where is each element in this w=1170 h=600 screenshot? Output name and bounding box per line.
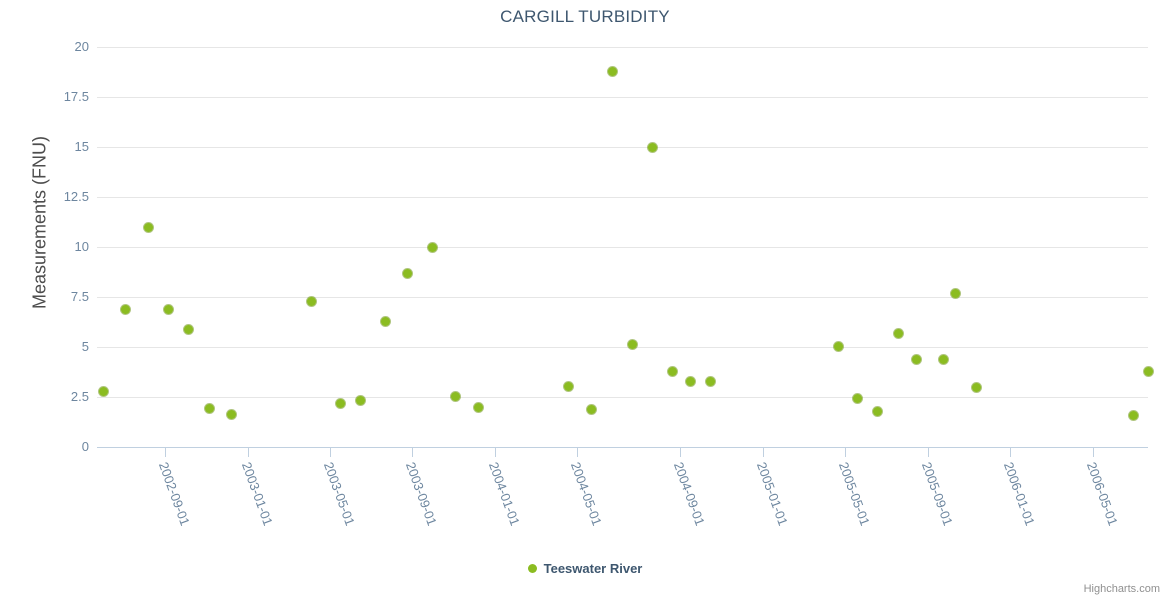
x-axis-tick-label: 2002-09-01	[155, 460, 193, 528]
y-axis-tick-label: 7.5	[70, 289, 89, 304]
data-point[interactable]	[893, 328, 903, 338]
y-axis-tick-label: 10	[74, 239, 89, 254]
data-point[interactable]	[607, 66, 617, 76]
data-point[interactable]	[226, 409, 236, 419]
data-point[interactable]	[427, 242, 437, 252]
legend-item-label: Teeswater River	[543, 561, 643, 576]
data-point[interactable]	[204, 403, 214, 413]
gridline	[97, 347, 1148, 348]
data-point[interactable]	[143, 222, 153, 232]
x-axis-tick-label: 2004-01-01	[485, 460, 523, 528]
x-axis-tick-mark	[165, 447, 166, 457]
data-point[interactable]	[872, 406, 882, 416]
data-point[interactable]	[355, 395, 365, 405]
data-point[interactable]	[1143, 366, 1153, 376]
data-point[interactable]	[1128, 410, 1138, 420]
y-axis-tick-label: 15	[74, 139, 89, 154]
gridline	[97, 397, 1148, 398]
gridline	[97, 297, 1148, 298]
gridline	[97, 247, 1148, 248]
data-point[interactable]	[627, 339, 637, 349]
data-point[interactable]	[938, 354, 948, 364]
y-axis-tick-label: 0	[81, 439, 89, 454]
x-axis-tick-mark	[680, 447, 681, 457]
data-point[interactable]	[380, 316, 390, 326]
data-point[interactable]	[911, 354, 921, 364]
y-axis-tick-label: 12.5	[63, 189, 89, 204]
x-axis-line	[97, 447, 1148, 448]
data-point[interactable]	[667, 366, 677, 376]
data-point[interactable]	[647, 142, 657, 152]
data-point[interactable]	[335, 398, 345, 408]
x-axis-tick-label: 2005-01-01	[753, 460, 791, 528]
x-axis-tick-label: 2005-05-01	[835, 460, 873, 528]
data-point[interactable]	[183, 324, 193, 334]
x-axis-tick-mark	[928, 447, 929, 457]
legend: Teeswater River	[0, 561, 1170, 576]
x-axis-tick-mark	[845, 447, 846, 457]
x-axis-tick-label: 2005-09-01	[918, 460, 956, 528]
x-axis-tick-label: 2003-01-01	[238, 460, 276, 528]
data-point[interactable]	[402, 268, 412, 278]
data-point[interactable]	[950, 288, 960, 298]
x-axis-tick-mark	[412, 447, 413, 457]
data-point[interactable]	[685, 376, 695, 386]
legend-marker-icon	[527, 564, 537, 573]
x-axis-tick-label: 2006-01-01	[1000, 460, 1038, 528]
gridline	[97, 147, 1148, 148]
data-point[interactable]	[163, 304, 173, 314]
y-axis-tick-label: 20	[74, 39, 89, 54]
gridline	[97, 47, 1148, 48]
plot-area	[97, 47, 1153, 448]
y-axis-title: Measurements (FNU)	[29, 135, 50, 310]
x-axis-tick-label: 2003-05-01	[320, 460, 358, 528]
data-point[interactable]	[306, 296, 316, 306]
x-axis-tick-mark	[1010, 447, 1011, 457]
chart-title: CARGILL TURBIDITY	[500, 7, 670, 26]
gridline	[97, 197, 1148, 198]
x-axis-tick-mark	[495, 447, 496, 457]
x-axis-tick-label: 2003-09-01	[402, 460, 440, 528]
x-axis-tick-mark	[248, 447, 249, 457]
gridline	[97, 97, 1148, 98]
x-axis-tick-mark	[577, 447, 578, 457]
data-point[interactable]	[473, 402, 483, 412]
legend-item-teeswater-river[interactable]: Teeswater River	[527, 561, 643, 576]
credits-link[interactable]: Highcharts.com	[1083, 583, 1160, 595]
data-point[interactable]	[971, 382, 981, 392]
data-point[interactable]	[586, 404, 596, 414]
data-point[interactable]	[705, 376, 715, 386]
data-point[interactable]	[120, 304, 130, 314]
data-point[interactable]	[450, 391, 460, 401]
data-point[interactable]	[98, 386, 108, 396]
data-point[interactable]	[563, 381, 573, 391]
y-axis-tick-label: 5	[81, 339, 89, 354]
x-axis-tick-label: 2006-05-01	[1083, 460, 1121, 528]
data-point[interactable]	[833, 341, 843, 351]
y-axis-tick-label: 2.5	[70, 389, 89, 404]
data-point[interactable]	[852, 393, 862, 403]
x-axis-tick-mark	[1093, 447, 1094, 457]
x-axis-tick-label: 2004-05-01	[567, 460, 605, 528]
x-axis-tick-mark	[763, 447, 764, 457]
y-axis-tick-label: 17.5	[63, 89, 89, 104]
x-axis-tick-label: 2004-09-01	[670, 460, 708, 528]
x-axis-tick-mark	[330, 447, 331, 457]
